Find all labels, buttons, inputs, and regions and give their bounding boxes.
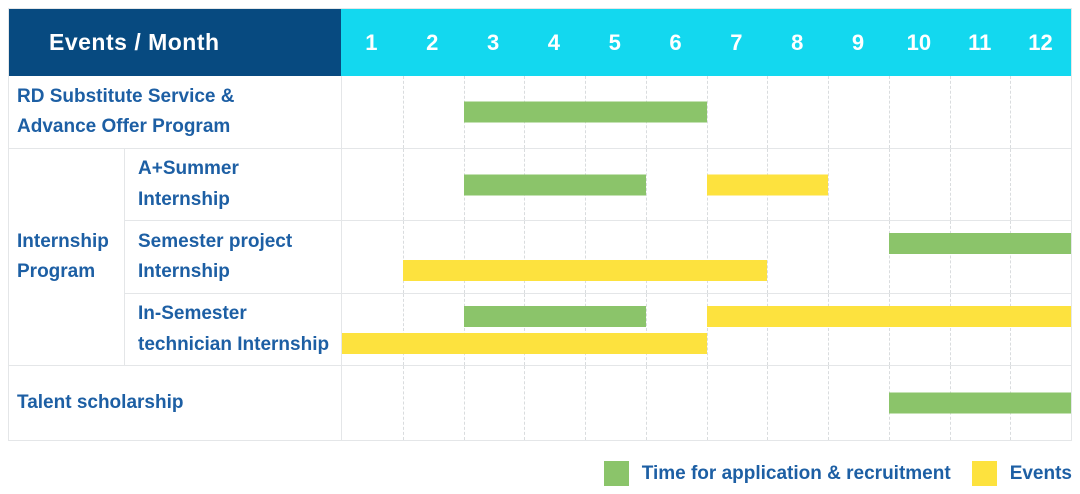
month-gridline — [645, 221, 647, 293]
month-gridline — [767, 294, 769, 365]
row-label-text: In-Semester technician Internship — [138, 303, 330, 355]
row-label-text: RD Substitute Service & Advance Offer Pr… — [17, 85, 235, 137]
group-label-text: Internship Program — [17, 230, 109, 282]
group-label-internship-program: Internship Program — [9, 149, 125, 366]
month-gridline — [402, 366, 404, 440]
month-gridline — [706, 366, 708, 440]
chart-row-talent-scholarship — [341, 366, 1071, 440]
month-gridline — [828, 294, 829, 365]
row-label-in-semester-technician-internship: In-Semester technician Internship — [125, 294, 341, 366]
month-gridline — [463, 221, 465, 293]
recruitment-bar — [463, 306, 646, 327]
recruitment-bar — [888, 392, 1071, 414]
recruitment-bar — [888, 233, 1071, 254]
month-label-11: 11 — [968, 29, 992, 55]
month-gridline — [1010, 294, 1012, 365]
month-gridline — [706, 221, 708, 293]
month-gridline — [402, 294, 404, 365]
chart-row-rd-substitute-service — [341, 76, 1071, 149]
month-gridline — [1010, 76, 1012, 148]
month-label-2: 2 — [426, 29, 439, 55]
month-gridline — [1010, 149, 1012, 220]
chart-row-a-plus-summer-internship — [341, 149, 1071, 221]
table-header-events-month: Events / Month — [9, 9, 341, 76]
month-gridline — [828, 149, 829, 220]
month-gridline — [524, 366, 526, 440]
month-gridline — [767, 366, 769, 440]
month-label-5: 5 — [608, 29, 621, 55]
event-bar — [706, 174, 828, 195]
row-label-text: A+Summer Internship — [138, 158, 239, 210]
month-label-6: 6 — [669, 29, 682, 55]
month-gridline — [524, 294, 526, 365]
month-gridline — [767, 76, 769, 148]
table-header-months: 1 2 3 4 5 6 7 8 9 10 11 12 — [341, 9, 1071, 76]
recruitment-bar — [463, 101, 707, 123]
month-gridline — [585, 294, 586, 365]
month-gridline — [767, 221, 769, 293]
legend: Time for application & recruitment Event… — [8, 461, 1072, 486]
month-gridline — [585, 221, 586, 293]
month-label-3: 3 — [486, 29, 500, 55]
month-gridline — [645, 294, 647, 365]
month-gridline — [402, 76, 404, 148]
row-label-text: Talent scholarship — [17, 391, 184, 413]
month-gridline — [402, 149, 404, 220]
month-gridline — [888, 76, 890, 148]
month-gridline — [828, 76, 829, 148]
month-gridline — [706, 294, 708, 365]
month-label-12: 12 — [1028, 29, 1053, 55]
month-gridline — [888, 221, 890, 293]
month-gridline — [949, 149, 951, 220]
legend-label-recruitment: Time for application & recruitment — [641, 462, 951, 484]
month-gridline — [949, 76, 951, 148]
month-gridline — [1010, 221, 1012, 293]
row-label-text: Semester project Internship — [138, 230, 293, 282]
month-gridline — [585, 366, 586, 440]
row-label-a-plus-summer-internship: A+Summer Internship — [125, 149, 341, 221]
legend-item-events: Events — [971, 461, 1072, 486]
event-bar — [706, 306, 1071, 327]
month-gridline — [828, 221, 829, 293]
month-gridline — [888, 149, 890, 220]
month-gridline — [828, 366, 829, 440]
legend-label-events: Events — [1009, 462, 1072, 484]
recruitment-swatch-icon — [603, 461, 629, 486]
row-label-talent-scholarship: Talent scholarship — [9, 366, 341, 440]
month-gridline — [645, 366, 647, 440]
month-gridline — [706, 76, 708, 148]
row-label-semester-project-internship: Semester project Internship — [125, 221, 341, 294]
month-gridline — [949, 294, 951, 365]
event-swatch-icon — [971, 461, 997, 486]
table-header-title: Events / Month — [49, 29, 220, 55]
month-label-7: 7 — [730, 29, 743, 55]
month-label-4: 4 — [547, 29, 561, 55]
month-gridline — [524, 221, 526, 293]
month-gridline — [402, 221, 404, 293]
chart-row-in-semester-technician-internship — [341, 294, 1071, 366]
month-gridline — [888, 294, 890, 365]
month-label-10: 10 — [906, 29, 932, 55]
month-label-9: 9 — [851, 29, 865, 55]
month-gridline — [463, 294, 465, 365]
month-gridline — [949, 221, 951, 293]
chart-row-semester-project-internship — [341, 221, 1071, 294]
legend-item-recruitment: Time for application & recruitment — [603, 461, 951, 486]
month-gridline — [645, 149, 647, 220]
event-bar — [402, 260, 768, 281]
month-gridline — [463, 366, 465, 440]
event-bar — [342, 333, 707, 354]
row-label-rd-substitute-service: RD Substitute Service & Advance Offer Pr… — [9, 76, 341, 149]
month-label-1: 1 — [365, 29, 378, 55]
month-label-8: 8 — [791, 29, 804, 55]
events-month-table: Events / Month 1 2 3 4 5 6 7 8 9 10 11 1… — [8, 8, 1072, 441]
recruitment-bar — [463, 174, 646, 195]
